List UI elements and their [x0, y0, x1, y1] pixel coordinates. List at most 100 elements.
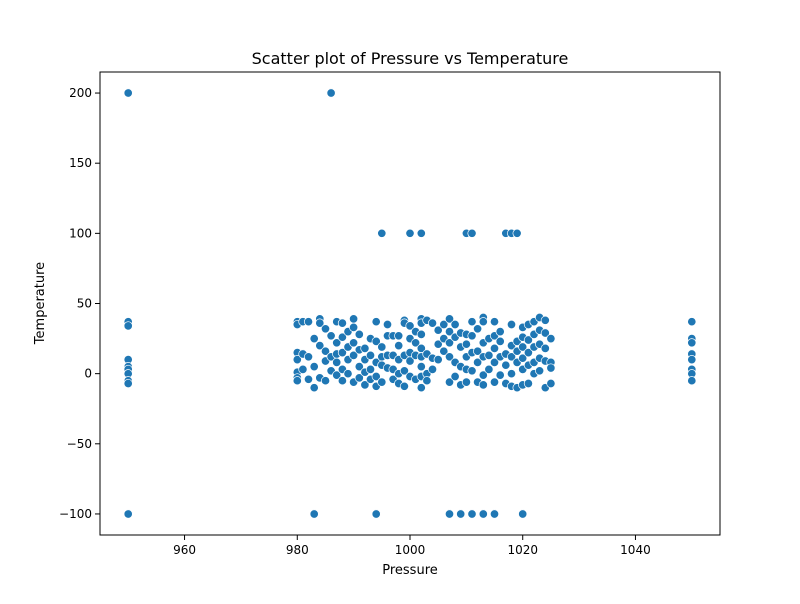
- scatter-point: [478, 317, 488, 327]
- x-tick-label: 980: [286, 543, 309, 557]
- y-tick-label: 200: [69, 86, 92, 100]
- scatter-point: [123, 88, 133, 98]
- scatter-point: [303, 317, 314, 327]
- scatter-point: [303, 374, 314, 384]
- scatter-point: [371, 317, 381, 327]
- scatter-point: [444, 509, 455, 519]
- scatter-point: [540, 343, 550, 353]
- scatter-point: [473, 346, 483, 356]
- scatter-point: [467, 228, 477, 238]
- scatter-point: [337, 318, 347, 328]
- scatter-point: [473, 324, 483, 334]
- scatter-point: [360, 380, 370, 390]
- scatter-point: [540, 328, 550, 338]
- scatter-point: [489, 357, 500, 367]
- scatter-point: [444, 377, 455, 387]
- scatter-point: [292, 376, 302, 386]
- scatter-point: [405, 321, 415, 331]
- scatter-point: [411, 338, 421, 348]
- scatter-point: [405, 356, 415, 366]
- scatter-point: [501, 360, 511, 370]
- scatter-point: [535, 366, 545, 376]
- scatter-point: [292, 355, 302, 365]
- scatter-point: [450, 371, 460, 382]
- scatter-point: [349, 322, 359, 332]
- scatter-point: [303, 352, 314, 362]
- scatter-point: [546, 334, 556, 344]
- y-tick-label: 100: [69, 226, 92, 240]
- scatter-point: [433, 325, 443, 335]
- scatter-point: [377, 342, 387, 352]
- scatter-point: [461, 339, 471, 349]
- scatter-point: [309, 334, 319, 344]
- scatter-point: [123, 321, 133, 331]
- scatter-point: [444, 352, 455, 362]
- scatter-point: [416, 228, 426, 238]
- scatter-point: [523, 348, 533, 358]
- scatter-point: [450, 319, 460, 330]
- scatter-point: [439, 319, 449, 330]
- x-tick-label: 960: [173, 543, 196, 557]
- scatter-point: [489, 509, 500, 519]
- scatter-point: [478, 380, 488, 390]
- scatter-point: [354, 373, 364, 383]
- scatter-point: [349, 350, 359, 360]
- scatter-point: [495, 336, 505, 346]
- scatter-point: [416, 383, 426, 393]
- scatter-point: [506, 352, 517, 362]
- scatter-point: [687, 317, 697, 327]
- scatter-point: [365, 350, 376, 360]
- scatter-point: [495, 327, 505, 337]
- scatter-point: [332, 338, 342, 348]
- scatter-point: [320, 324, 331, 334]
- scatter-point: [382, 319, 393, 330]
- x-tick-label: 1000: [395, 543, 426, 557]
- scatter-point: [332, 370, 342, 380]
- scatter-point: [405, 228, 415, 238]
- scatter-point: [478, 509, 488, 519]
- x-tick-label: 1020: [507, 543, 538, 557]
- y-tick-label: 0: [84, 367, 92, 381]
- scatter-point: [309, 383, 319, 393]
- scatter-point: [444, 338, 455, 348]
- scatter-point: [315, 318, 325, 328]
- scatter-point: [489, 377, 500, 387]
- scatter-point: [371, 509, 381, 519]
- y-axis-ticks: −100 −50 0 50 100 150 200: [59, 86, 100, 521]
- scatter-point: [354, 329, 364, 339]
- scatter-point: [399, 366, 409, 376]
- scatter-point: [349, 314, 359, 324]
- scatter-point: [337, 348, 347, 358]
- y-axis-label: Temperature: [33, 262, 48, 345]
- scatter-point: [467, 317, 477, 327]
- scatter-point: [309, 509, 319, 519]
- scatter-point: [687, 338, 697, 348]
- scatter-point: [506, 319, 517, 330]
- scatter-point: [349, 338, 359, 348]
- scatter-point: [365, 364, 376, 374]
- scatter-point: [540, 315, 550, 325]
- scatter-point: [371, 371, 381, 382]
- scatter-point: [518, 342, 528, 352]
- scatter-point: [123, 378, 133, 389]
- scatter-point: [478, 370, 488, 380]
- chart-title: Scatter plot of Pressure vs Temperature: [252, 49, 569, 68]
- scatter-point: [495, 370, 505, 380]
- scatter-point: [456, 509, 466, 519]
- y-tick-label: 150: [69, 156, 92, 170]
- scatter-point: [489, 343, 500, 353]
- scatter-point: [394, 341, 404, 351]
- y-tick-label: −100: [59, 507, 92, 521]
- scatter-point: [427, 364, 438, 374]
- scatter-point: [484, 364, 494, 374]
- scatter-point: [518, 509, 528, 519]
- scatter-point: [309, 362, 319, 372]
- y-tick-label: 50: [77, 297, 92, 311]
- scatter-point: [422, 376, 432, 386]
- scatter-point: [320, 376, 331, 386]
- scatter-point: [326, 88, 336, 98]
- x-tick-label: 1040: [620, 543, 651, 557]
- scatter-point: [416, 329, 426, 339]
- x-axis-label: Pressure: [382, 563, 438, 578]
